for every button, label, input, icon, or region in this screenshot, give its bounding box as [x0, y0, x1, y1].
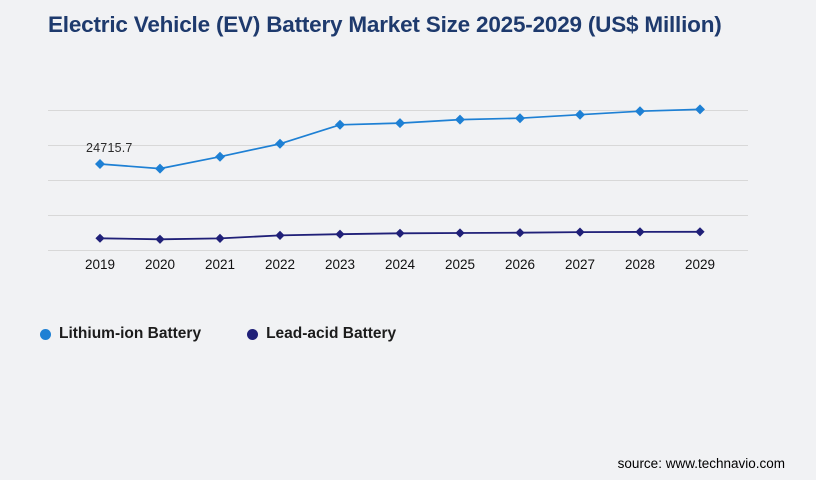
- data-point-marker: [575, 227, 585, 237]
- data-point-label: 24715.7: [86, 141, 133, 155]
- x-axis-label: 2026: [504, 257, 536, 272]
- data-point-marker: [635, 227, 645, 237]
- data-point-marker: [335, 119, 345, 130]
- chart-title: Electric Vehicle (EV) Battery Market Siz…: [48, 12, 722, 37]
- source-attribution: source: www.technavio.com: [617, 456, 785, 471]
- data-point-marker: [515, 228, 525, 238]
- x-axis-label: 2022: [264, 257, 296, 272]
- chart-legend: Lithium-ion Battery Lead-acid Battery: [40, 324, 396, 344]
- legend-item-lithium-ion: Lithium-ion Battery: [40, 325, 201, 343]
- data-point-marker: [155, 234, 165, 244]
- data-point-marker: [575, 109, 585, 120]
- x-axis-label: 2021: [204, 257, 236, 272]
- data-point-marker: [395, 228, 405, 238]
- legend-label-lead-acid: Lead-acid Battery: [266, 325, 397, 342]
- data-point-marker: [95, 159, 105, 169]
- data-point-marker: [215, 233, 225, 243]
- data-point-marker: [335, 229, 345, 239]
- data-point-marker: [395, 118, 405, 129]
- data-point-marker: [695, 227, 705, 237]
- data-point-marker: [155, 163, 165, 174]
- x-axis: 2019 2020 2021 2022 2023 2024 2025 2026 2027 2028…: [0, 257, 816, 275]
- x-axis-label: 2025: [444, 257, 476, 272]
- data-point-marker: [275, 138, 285, 149]
- lithium-ion-marker-icon: [40, 328, 51, 340]
- data-point-marker: [455, 114, 465, 125]
- data-point-marker: [515, 113, 525, 124]
- data-point-marker: [275, 230, 285, 240]
- x-axis-label: 2020: [144, 257, 176, 272]
- x-axis-label: 2023: [324, 257, 356, 272]
- line-chart: [48, 104, 748, 251]
- legend-label-lithium-ion: Lithium-ion Battery: [59, 325, 202, 342]
- x-axis-label: 2024: [384, 257, 416, 272]
- legend-item-lead-acid: Lead-acid Battery: [247, 325, 396, 343]
- data-point-marker: [215, 151, 225, 162]
- x-axis-label: 2019: [84, 257, 116, 272]
- data-point-marker: [455, 228, 465, 238]
- x-axis-label: 2027: [564, 257, 596, 272]
- x-axis-label: 2029: [684, 257, 716, 272]
- data-point-marker: [95, 233, 105, 243]
- data-point-marker: [695, 104, 705, 115]
- lead-acid-marker-icon: [247, 328, 259, 340]
- data-point-marker: [635, 106, 645, 117]
- x-axis-label: 2028: [624, 257, 656, 272]
